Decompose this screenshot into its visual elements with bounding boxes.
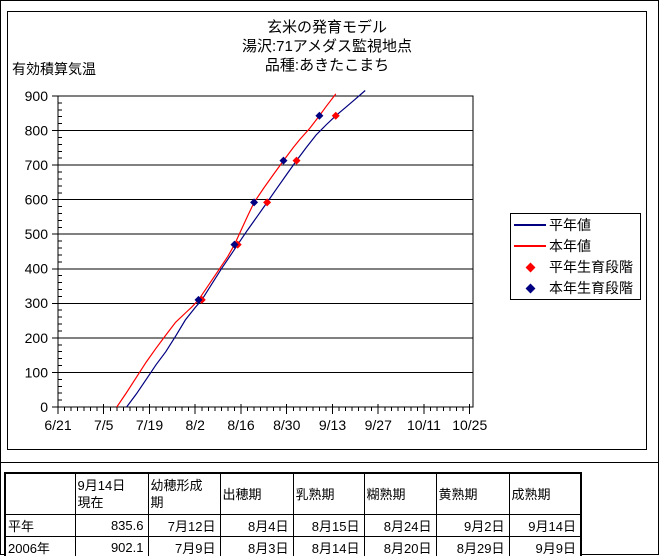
table-cell: 8月29日 <box>435 536 510 556</box>
table-header-cell <box>4 472 76 515</box>
table-cell: 8月20日 <box>363 536 437 556</box>
legend-item-this-year-stages: 本年生育段階 <box>511 278 640 299</box>
table-row-2006: 2006年 902.1 7月9日 8月3日 8月14日 8月20日 8月29日 … <box>4 536 582 556</box>
table-cell: 8月4日 <box>219 514 294 537</box>
table-cell: 9月9日 <box>508 536 582 556</box>
table-header-cell: 出穂期 <box>219 472 294 515</box>
table-cell: 8月14日 <box>292 536 365 556</box>
chart-title: 玄米の発育モデル 湯沢:71アメダス監視地点 品種:あきたこまち <box>7 18 647 75</box>
legend-diamond-icon-normal-year <box>511 262 549 273</box>
table-header-row: 9月14日 現在 幼穂形成 期 出穂期 乳熟期 糊熟期 黄熟期 成熟期 <box>4 472 582 515</box>
table-header-cell: 幼穂形成 期 <box>147 472 221 515</box>
table-header-cell: 糊熟期 <box>363 472 437 515</box>
legend-label: 本年値 <box>549 237 591 254</box>
table-cell: 9月2日 <box>435 514 510 537</box>
row-label: 平年 <box>4 514 76 537</box>
chart-title-line-3: 品種:あきたこまち <box>264 57 390 74</box>
legend-item-normal-year-line: 平年値 <box>511 214 640 235</box>
table-cell: 7月12日 <box>147 514 221 537</box>
stage-table: 9月14日 現在 幼穂形成 期 出穂期 乳熟期 糊熟期 黄熟期 成熟期 平年 8… <box>4 472 582 556</box>
chart-title-line-1: 玄米の発育モデル <box>266 19 387 36</box>
table-header-cell: 9月14日 現在 <box>74 472 149 515</box>
table-cell: 8月3日 <box>219 536 294 556</box>
table-row-normal-year: 平年 835.6 7月12日 8月4日 8月15日 8月24日 9月2日 9月1… <box>4 514 582 537</box>
table-cell: 7月9日 <box>147 536 221 556</box>
legend-label: 本年生育段階 <box>549 280 633 297</box>
table-cell: 835.6 <box>74 514 149 537</box>
legend-label: 平年生育段階 <box>549 259 633 276</box>
legend-line-sample-this-year <box>511 244 549 247</box>
table-cell: 8月15日 <box>292 514 365 537</box>
table-cell: 9月14日 <box>508 514 582 537</box>
y-axis-title: 有効積算気温 <box>12 61 96 77</box>
chart-title-line-2: 湯沢:71アメダス監視地点 <box>241 38 413 55</box>
legend-item-normal-year-stages: 平年生育段階 <box>511 257 640 278</box>
section-divider <box>0 462 659 463</box>
legend: 平年値 本年値 平年生育段階 本年生育段階 <box>510 213 641 300</box>
legend-label: 平年値 <box>549 216 591 233</box>
table-cell: 902.1 <box>74 536 149 556</box>
legend-diamond-icon-this-year <box>511 283 549 294</box>
legend-line-sample-normal-year <box>511 223 549 226</box>
legend-item-this-year-line: 本年値 <box>511 235 640 256</box>
table-header-cell: 乳熟期 <box>292 472 365 515</box>
row-label: 2006年 <box>4 536 76 556</box>
table-header-cell: 黄熟期 <box>435 472 510 515</box>
table-header-cell: 成熟期 <box>508 472 582 515</box>
table-cell: 8月24日 <box>363 514 437 537</box>
